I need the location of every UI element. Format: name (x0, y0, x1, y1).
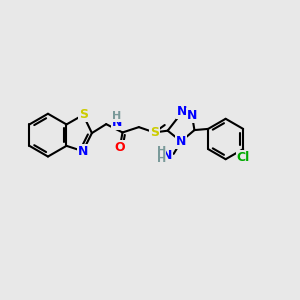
Text: N: N (187, 109, 197, 122)
Text: S: S (79, 108, 88, 122)
Text: H: H (157, 146, 166, 157)
Text: H: H (112, 111, 121, 121)
Text: N: N (112, 116, 122, 129)
Text: N: N (177, 105, 188, 118)
Text: S: S (150, 126, 159, 139)
Text: H: H (157, 154, 166, 164)
Text: N: N (176, 135, 186, 148)
Text: O: O (115, 141, 125, 154)
Text: N: N (162, 149, 172, 162)
Text: Cl: Cl (236, 151, 250, 164)
Text: N: N (78, 145, 88, 158)
